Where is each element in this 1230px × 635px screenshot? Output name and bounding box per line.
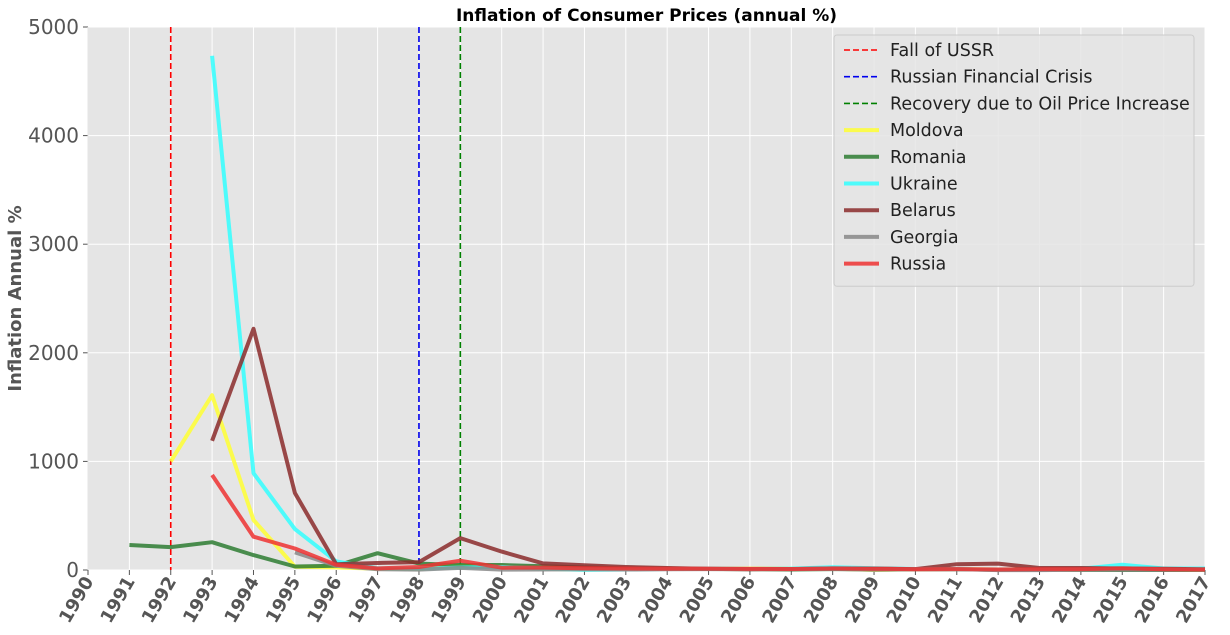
x-tick-label: 2002 [552,573,595,627]
legend-label: Recovery due to Oil Price Increase [890,94,1190,114]
x-tick-label: 2006 [717,573,760,627]
chart-title: Inflation of Consumer Prices (annual %) [456,6,837,26]
x-tick-label: 2015 [1089,573,1132,627]
x-tick-label: 2016 [1131,573,1174,627]
x-tick-label: 2001 [510,573,553,627]
x-tick-label: 2003 [593,573,636,627]
x-tick-label: 2009 [841,573,884,627]
x-tick-label: 2005 [676,573,719,627]
x-tick-label: 2013 [1007,573,1050,627]
legend-label: Romania [890,148,967,168]
x-tick-label: 2008 [800,573,843,627]
x-tick-label: 1991 [96,573,139,627]
legend-box [833,34,1195,287]
legend-label: Russian Financial Crisis [890,68,1093,88]
x-tick-label: 2017 [1172,573,1215,627]
legend-label: Georgia [890,228,959,248]
x-tick-label: 2004 [634,573,677,627]
x-tick-label: 1998 [386,573,429,627]
x-tick-label: 1992 [138,573,181,627]
y-tick-label: 3000 [28,232,79,256]
x-tick-label: 1997 [345,573,388,627]
x-tick-label: 2014 [1048,573,1091,627]
legend-label: Russia [890,255,946,275]
y-tick-label: 0 [66,558,79,582]
legend: Fall of USSR Russian Financial Crisis Reco… [833,34,1195,287]
x-tick-label: 2011 [924,573,967,627]
x-tick-label: 2012 [965,573,1008,627]
y-tick-label: 2000 [28,341,79,365]
legend-label: Belarus [890,201,956,221]
y-axis-label: Inflation Annual % [5,205,26,391]
legend-label: Moldova [890,121,964,141]
y-tick-label: 1000 [28,449,79,473]
x-tick-label: 1993 [179,573,222,627]
y-tick-label: 5000 [28,15,79,39]
y-tick-label: 4000 [28,124,79,148]
x-tick-label: 2000 [469,573,512,627]
legend-label: Ukraine [890,175,958,195]
x-tick-label: 1999 [427,573,470,627]
x-tick-label: 2010 [882,573,925,627]
x-tick-label: 1995 [262,573,305,627]
x-tick-label: 2007 [758,573,801,627]
legend-label: Fall of USSR [890,41,994,61]
x-tick-label: 1994 [221,573,264,627]
x-tick-label: 1996 [303,573,346,627]
series-line-russia [210,473,1206,572]
x-tick-label: 1990 [55,573,98,627]
